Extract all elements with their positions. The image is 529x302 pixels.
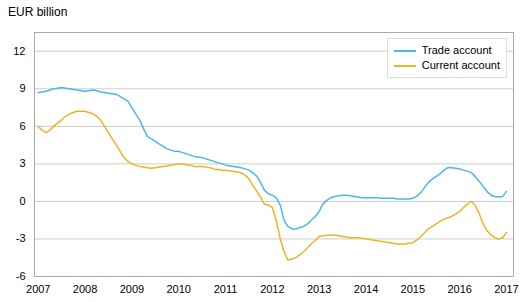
svg-text:6: 6 [19, 120, 25, 132]
html-text:Current account: Current account [421, 59, 500, 71]
svg-text:9: 9 [19, 82, 25, 94]
html-text:Trade account: Trade account [421, 44, 492, 56]
svg-text:2017: 2017 [494, 283, 518, 295]
svg-text:2009: 2009 [120, 283, 144, 295]
svg-text:2007: 2007 [26, 283, 50, 295]
svg-text:2012: 2012 [260, 283, 284, 295]
html-text:EUR billion: EUR billion [8, 5, 68, 19]
svg-text:0: 0 [19, 195, 25, 207]
svg-text:2014: 2014 [354, 283, 378, 295]
svg-text:2010: 2010 [166, 283, 190, 295]
svg-text:3: 3 [19, 157, 25, 169]
svg-text:2011: 2011 [214, 283, 238, 295]
svg-text:-3: -3 [16, 232, 26, 244]
svg-text:2015: 2015 [401, 283, 425, 295]
svg-text:-6: -6 [16, 270, 26, 282]
svg-text:2013: 2013 [307, 283, 331, 295]
svg-text:2016: 2016 [447, 283, 471, 295]
svg-text:12: 12 [13, 45, 25, 57]
svg-text:2008: 2008 [73, 283, 97, 295]
